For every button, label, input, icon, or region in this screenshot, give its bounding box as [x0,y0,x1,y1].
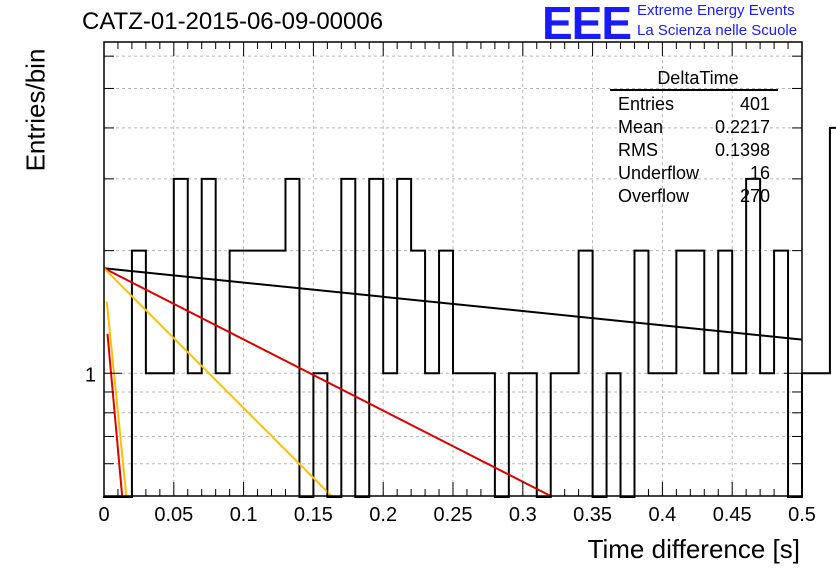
stats-label: Overflow [618,186,690,206]
x-tick-label: 0.05 [154,504,193,526]
stats-label: Entries [618,94,675,114]
stats-value: 270 [739,186,770,206]
stats-label: RMS [618,140,658,160]
logo-line-2: La Scienza nelle Scuole [637,22,798,39]
chart-title: CATZ-01-2015-06-09-00006 [82,8,384,35]
logo-line-1: Extreme Energy Events [637,2,795,19]
stats-label: Mean [618,117,664,137]
x-tick-label: 0.35 [573,504,612,526]
y-tick-label: 1 [85,364,96,386]
stats-value: 16 [749,163,770,183]
x-tick-label: 0.3 [509,504,537,526]
x-tick-label: 0.25 [434,504,473,526]
eee-logo: EEE Extreme Energy Events La Scienza nel… [540,0,830,49]
x-tick-label: 0.2 [369,504,397,526]
x-axis: 0 0.05 0.1 0.15 0.2 0.25 0.3 0.35 0.4 0.45 0.5 [98,42,816,526]
stats-value: 401 [739,94,770,114]
x-tick-label: 0.5 [788,504,816,526]
stats-value: 0.2217 [714,117,770,137]
stats-row-underflow: Underflow 16 [610,162,778,185]
stats-row-overflow: Overflow 270 [610,185,778,208]
fit-curve-3 [103,267,333,497]
eee-logo-mark: EEE [542,0,632,49]
x-tick-label: 0.45 [713,504,752,526]
stats-row-rms: RMS 0.1398 [610,139,778,162]
y-axis-label: Entries/bin [20,48,51,172]
stats-label: Underflow [618,163,700,183]
stats-value: 0.1398 [714,140,770,160]
y-axis: 1 [85,55,802,497]
fit-curve-4 [105,301,128,497]
histogram-outline [103,126,836,498]
x-axis-label: Time difference [s] [587,534,800,564]
x-tick-label: 0.1 [230,504,258,526]
fit-curves [103,267,803,497]
x-tick-label: 0 [98,504,109,526]
stats-row-entries: Entries 401 [610,93,778,116]
stats-box-title: DeltaTime [657,68,739,88]
stats-row-mean: Mean 0.2217 [610,116,778,139]
x-tick-label: 0.15 [294,504,333,526]
stats-box: DeltaTime Entries 401 Mean 0.2217 RMS 0.… [610,68,778,208]
fit-curve-5 [106,333,124,497]
x-tick-label: 0.4 [648,504,676,526]
stats-box-rule [610,89,778,91]
fit-curve-1 [103,267,803,341]
fit-curve-2 [103,267,552,497]
histogram [103,126,836,498]
